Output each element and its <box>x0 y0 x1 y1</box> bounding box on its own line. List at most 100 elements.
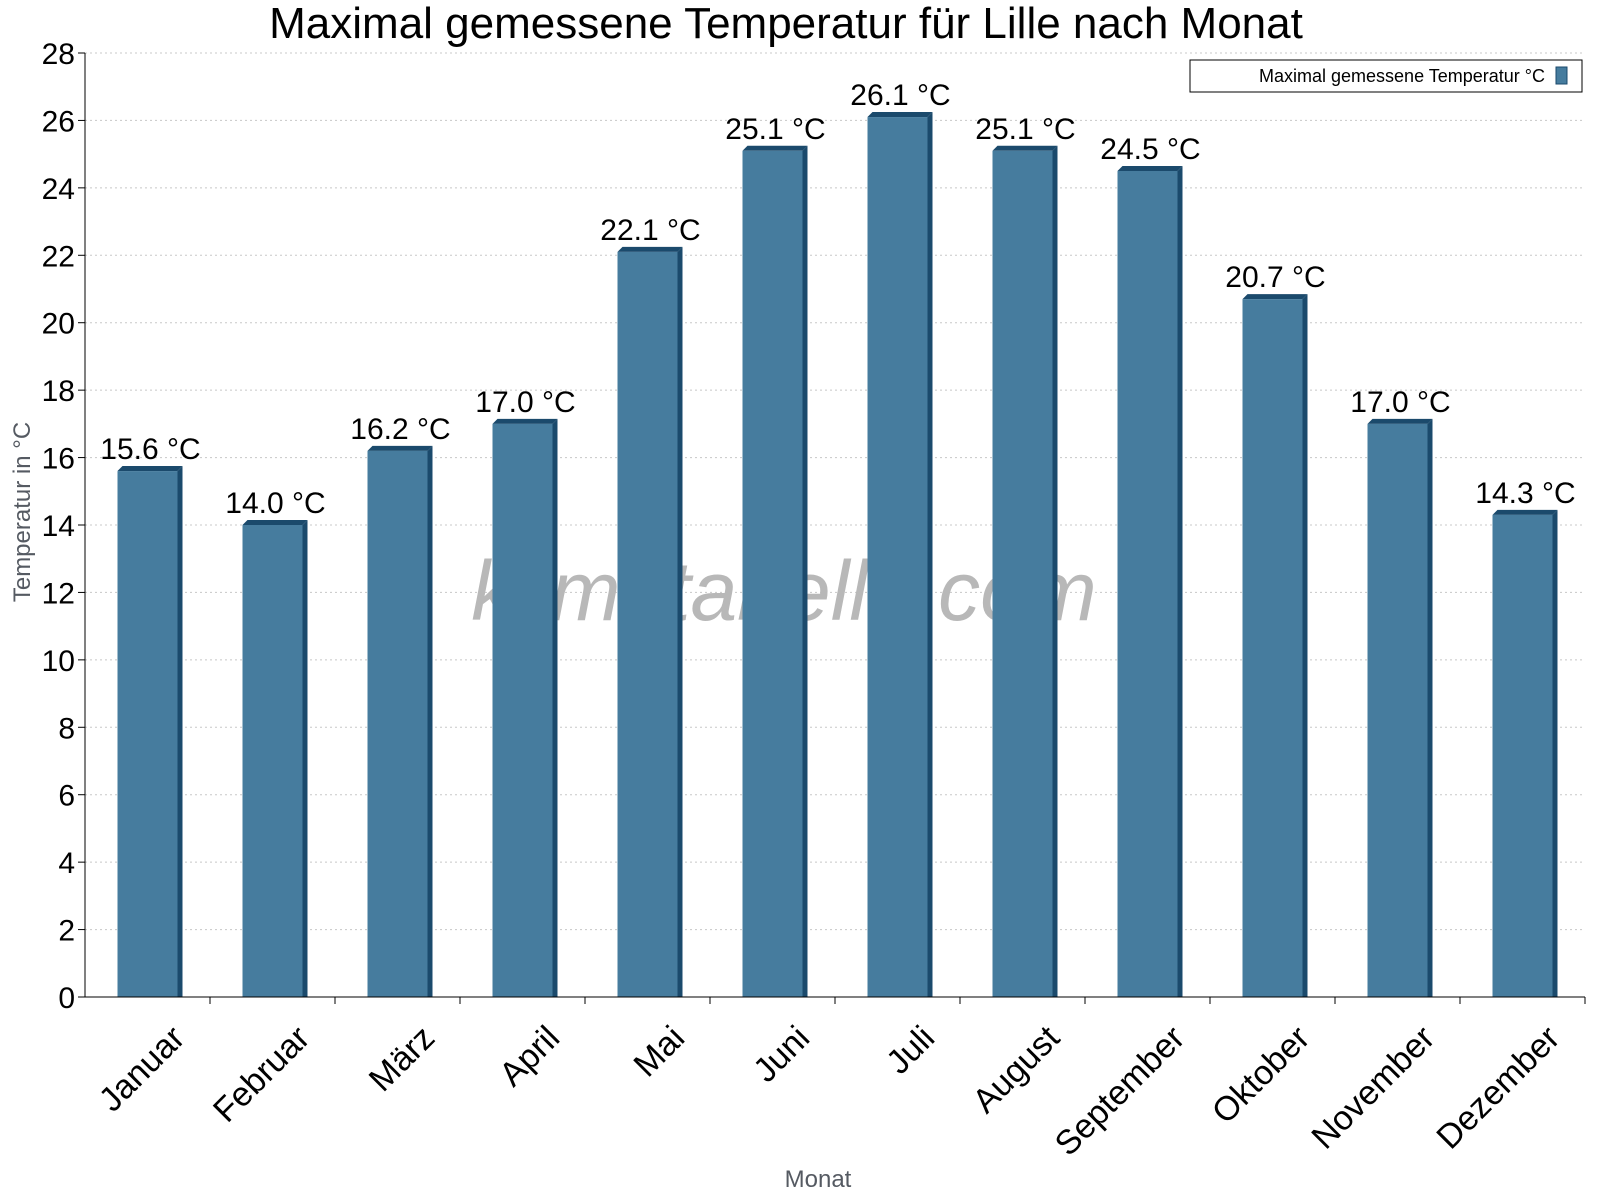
data-label: 14.3 °C <box>1475 477 1575 510</box>
axes <box>78 52 1586 1004</box>
x-tick-label: November <box>1304 1019 1442 1157</box>
bar-side <box>677 246 683 997</box>
x-tick-label: Dezember <box>1429 1019 1567 1157</box>
x-tick-label: September <box>1048 1019 1192 1163</box>
x-tick-label: Oktober <box>1205 1019 1317 1131</box>
data-labels: 15.6 °C 14.0 °C 16.2 °C 17.0 °C 22.1 °C 25.1 … <box>100 79 1575 520</box>
data-label: 25.1 °C <box>975 113 1075 146</box>
y-tick-label: 28 <box>42 38 75 71</box>
x-tick-label: April <box>492 1019 567 1094</box>
bar-top <box>1367 418 1433 424</box>
data-label: 17.0 °C <box>1350 386 1450 419</box>
x-tick-label: Juli <box>879 1019 942 1082</box>
data-label: 16.2 °C <box>350 413 450 446</box>
chart-title: Maximal gemessene Temperatur für Lille n… <box>269 0 1303 48</box>
bar-top <box>1242 294 1308 300</box>
bar-top <box>367 445 433 451</box>
data-label: 24.5 °C <box>1100 133 1200 166</box>
bar-side <box>1052 145 1058 997</box>
bar <box>492 418 558 997</box>
bar-face <box>117 471 178 997</box>
bar-side <box>802 145 808 997</box>
x-axis-title: Monat <box>785 1166 852 1193</box>
bar <box>617 246 683 997</box>
data-label: 14.0 °C <box>225 487 325 520</box>
bar-face <box>867 117 928 998</box>
x-tick-label: März <box>362 1019 442 1099</box>
bar-top <box>242 520 308 525</box>
y-tick-label: 26 <box>42 105 75 138</box>
bar <box>242 520 308 997</box>
bar-side <box>552 418 558 997</box>
y-tick-label: 10 <box>42 645 75 678</box>
legend-swatch <box>1555 66 1568 85</box>
legend-box <box>1189 59 1583 93</box>
y-tick-label: 8 <box>58 712 75 745</box>
legend: Maximal gemessene Temperatur °C <box>1189 59 1583 93</box>
x-tick-label: Juni <box>746 1019 817 1090</box>
bar-face <box>617 251 678 997</box>
data-label: 15.6 °C <box>100 433 200 466</box>
bar-face <box>1367 423 1428 997</box>
bar-side <box>177 466 183 997</box>
bar <box>992 145 1058 997</box>
y-tick-label: 20 <box>42 308 75 341</box>
bar <box>867 112 933 998</box>
bar-side <box>1302 294 1308 998</box>
y-tick-label: 22 <box>42 240 75 273</box>
x-tick-label: Mai <box>627 1019 693 1085</box>
bar-face <box>742 150 803 997</box>
bar-top <box>992 145 1058 151</box>
bar-face <box>992 150 1053 997</box>
bar-top <box>617 246 683 252</box>
bar <box>1492 509 1558 997</box>
y-tick-label: 14 <box>42 510 75 543</box>
data-label: 22.1 °C <box>600 214 700 247</box>
bar-top <box>1492 509 1558 515</box>
bar <box>742 145 808 997</box>
bar <box>1117 166 1183 997</box>
legend-label: Maximal gemessene Temperatur °C <box>1259 66 1545 86</box>
bar-top <box>492 418 558 424</box>
grid-lines <box>85 52 1585 931</box>
y-tick-label: 24 <box>42 173 75 206</box>
bar <box>367 445 433 997</box>
x-tick-label: Januar <box>92 1019 192 1119</box>
x-tick-label: August <box>965 1018 1067 1120</box>
bar-face <box>367 450 428 997</box>
bar-top <box>1117 166 1183 171</box>
bar-top <box>117 466 183 472</box>
x-tick-label: Februar <box>206 1019 317 1130</box>
bar <box>1367 418 1433 997</box>
y-tick-label: 16 <box>42 443 75 476</box>
bar-face <box>1117 171 1178 997</box>
bars <box>117 112 1558 998</box>
bar-face <box>1242 299 1303 998</box>
data-label: 20.7 °C <box>1225 261 1325 294</box>
y-tick-label: 6 <box>58 780 75 813</box>
data-label: 25.1 °C <box>725 113 825 146</box>
bar-top <box>867 112 933 118</box>
y-axis-title: Temperatur in °C <box>9 422 36 602</box>
y-tick-label: 4 <box>58 847 75 880</box>
bar-top <box>742 145 808 151</box>
data-label: 26.1 °C <box>850 79 950 112</box>
bar-side <box>1177 166 1183 997</box>
bar-side <box>927 112 933 998</box>
y-tick-label: 0 <box>58 982 75 1015</box>
bar-side <box>1552 509 1558 997</box>
y-tick-label: 18 <box>42 375 75 408</box>
bar <box>1242 294 1308 998</box>
x-tick-labels: Januar Februar März April Mai Juni Juli AugustS… <box>92 1018 1567 1163</box>
bar-side <box>302 520 308 997</box>
data-label: 17.0 °C <box>475 386 575 419</box>
bar-face <box>1492 514 1553 997</box>
y-tick-label: 12 <box>42 577 75 610</box>
bar-face <box>492 423 553 997</box>
bar-face <box>242 525 303 997</box>
bar-side <box>427 445 433 997</box>
bar-side <box>1427 418 1433 997</box>
bar <box>117 466 183 997</box>
